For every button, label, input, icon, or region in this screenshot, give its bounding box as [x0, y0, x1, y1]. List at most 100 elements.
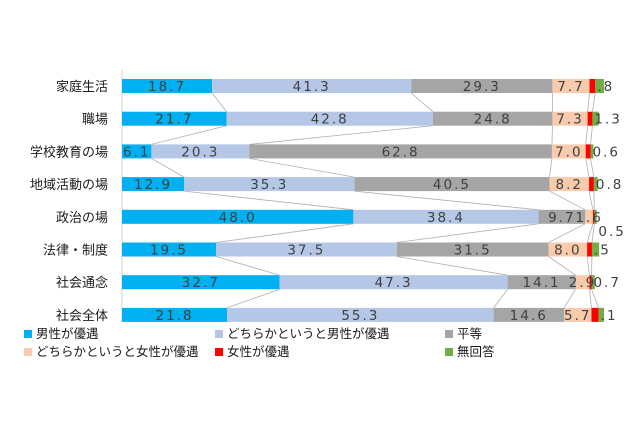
series-line — [591, 289, 600, 309]
legend-label: 平等 — [457, 326, 482, 341]
data-label: 55.3 — [341, 308, 379, 324]
bar-segment — [575, 275, 590, 290]
data-label: 21.8 — [156, 308, 194, 324]
bar-segment — [493, 307, 564, 322]
bar-segment — [551, 144, 586, 159]
bar-segment — [585, 209, 593, 224]
series-line — [563, 288, 576, 309]
bar-segment — [122, 144, 152, 159]
bar-segment — [587, 111, 593, 126]
series-line — [211, 92, 227, 112]
legend-label: 男性が優遇 — [36, 326, 99, 341]
series-line — [215, 256, 280, 276]
bar-segment — [151, 144, 250, 159]
bar-segment — [353, 209, 539, 224]
category-label: 社会全体 — [56, 308, 108, 324]
series-line — [354, 190, 539, 211]
data-label: 21.7 — [155, 112, 193, 128]
bar-segment — [598, 307, 604, 322]
data-label: 8.2 — [556, 177, 583, 193]
series-line — [590, 158, 595, 178]
data-label: 2.9 — [569, 275, 596, 291]
series-line — [589, 289, 592, 308]
series-line — [215, 223, 354, 243]
bar-segment — [538, 209, 586, 224]
bar-segment — [215, 242, 397, 257]
legend-swatch — [445, 330, 453, 338]
bar-segment — [507, 275, 576, 290]
bar-segment — [122, 209, 354, 224]
category-label: 社会通念 — [56, 275, 108, 291]
series-line — [151, 125, 227, 145]
data-label: 31.5 — [454, 243, 492, 259]
bar-segment — [587, 242, 592, 257]
series-line — [548, 223, 586, 243]
data-label: 6.1 — [123, 144, 150, 160]
data-label: 62.8 — [382, 144, 420, 160]
bar-segment — [432, 111, 553, 126]
legend-label: 無回答 — [457, 344, 495, 359]
series-line — [249, 125, 433, 145]
series-lines — [151, 92, 600, 309]
bar-segment — [563, 307, 592, 322]
series-line — [249, 158, 355, 178]
bar-segment — [279, 275, 508, 290]
data-label: 20.3 — [181, 144, 219, 160]
bar-segment — [552, 79, 590, 93]
data-label: 0.6 — [593, 144, 620, 160]
bar-segment — [585, 144, 591, 159]
bar-segment — [411, 79, 553, 93]
data-label: 7.0 — [555, 144, 582, 160]
data-label: 35.3 — [250, 177, 288, 193]
series-line — [184, 190, 354, 211]
legend-label: どちらかというと女性が優遇 — [36, 344, 199, 359]
bar-segment — [548, 242, 588, 257]
data-label: 37.5 — [287, 243, 325, 259]
series-line — [586, 256, 590, 276]
bar-segment — [552, 111, 588, 126]
series-line — [586, 223, 594, 243]
data-label: 0.7 — [593, 275, 620, 291]
bar-segment — [226, 111, 433, 126]
data-label: 41.3 — [293, 79, 331, 95]
bar-segment — [589, 79, 596, 93]
legend-label: どちらかというと男性が優遇 — [227, 326, 390, 341]
bar-segment — [595, 79, 604, 93]
bar-segment — [589, 275, 592, 290]
series-line — [585, 125, 589, 145]
series-line — [549, 158, 553, 178]
data-label: 9.7 — [548, 210, 575, 226]
category-label: 家庭生活 — [56, 79, 108, 95]
data-label: 24.8 — [474, 112, 512, 128]
series-line — [549, 190, 586, 211]
data-label: 32.7 — [182, 275, 220, 291]
series-line — [151, 158, 185, 178]
category-label: 法律・制度 — [43, 243, 108, 259]
data-label: 47.3 — [375, 275, 413, 291]
series-line — [493, 288, 508, 309]
bar-segment — [227, 307, 494, 322]
bar-segment — [212, 79, 412, 93]
series-line — [396, 256, 508, 276]
bar-segment — [122, 307, 228, 322]
data-label: 12.9 — [134, 177, 172, 193]
legend-swatch — [215, 330, 223, 338]
series-line — [592, 92, 596, 112]
series-line — [587, 92, 590, 112]
bar-segment — [122, 177, 185, 192]
bar-segment — [122, 79, 213, 93]
bar-segment — [549, 177, 590, 192]
data-label: 19.5 — [150, 243, 188, 259]
category-label: 政治の場 — [56, 211, 108, 226]
bar-segment — [591, 307, 599, 322]
data-label: 1.3 — [594, 112, 621, 128]
bar-segment — [592, 209, 595, 224]
bar-segment — [122, 111, 227, 126]
data-label: 14.1 — [523, 275, 561, 291]
legend-swatch — [445, 348, 453, 356]
bar-segment — [122, 275, 280, 290]
data-label: 0.8 — [596, 177, 623, 193]
category-label: 職場 — [82, 113, 108, 128]
data-label: 18.7 — [148, 79, 186, 95]
